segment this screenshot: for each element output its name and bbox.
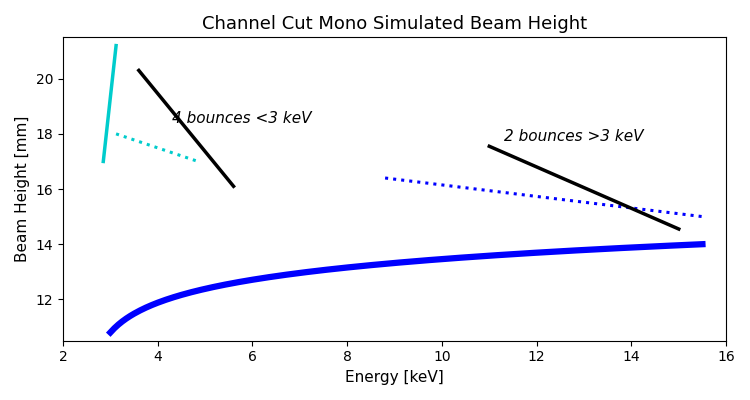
Text: 2 bounces >3 keV: 2 bounces >3 keV — [503, 129, 643, 144]
X-axis label: Energy [keV]: Energy [keV] — [345, 370, 444, 385]
Text: 4 bounces <3 keV: 4 bounces <3 keV — [172, 111, 311, 126]
Y-axis label: Beam Height [mm]: Beam Height [mm] — [15, 116, 30, 262]
Title: Channel Cut Mono Simulated Beam Height: Channel Cut Mono Simulated Beam Height — [202, 15, 587, 33]
